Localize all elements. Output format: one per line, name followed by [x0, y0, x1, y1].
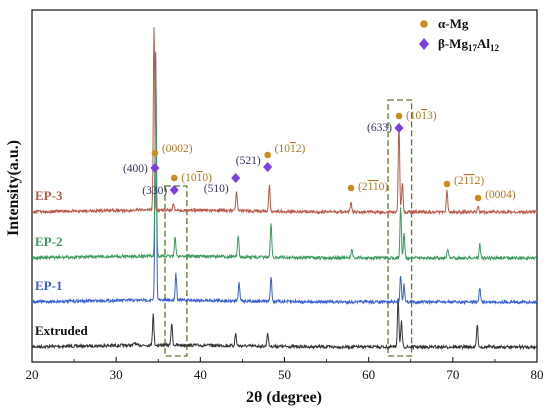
peak-label: (2110)	[358, 181, 388, 193]
peak-label: (400)	[123, 163, 148, 175]
peak-label: (633)	[367, 122, 392, 134]
peak-label: (2112)	[454, 175, 484, 187]
series-line-extruded	[31, 298, 538, 351]
legend-beta-phase-label: β-Mg17Al12	[438, 36, 499, 53]
x-tick-label-50: 50	[278, 367, 291, 382]
series-line-ep-1	[31, 51, 538, 306]
x-tick-label-30: 30	[110, 367, 123, 382]
peak-label: (1013)	[406, 110, 437, 122]
x-tick-label-40: 40	[194, 367, 207, 382]
beta-peak-marker	[394, 123, 404, 133]
legend-alpha-mg-label: α-Mg	[438, 16, 469, 31]
x-tick-label-80: 80	[531, 367, 544, 382]
peak-label: (1012)	[275, 143, 306, 155]
series-line-ep-3	[31, 27, 538, 216]
alpha-peak-marker	[170, 174, 178, 182]
series-layer: Extruded EP-1 EP-2 EP-3	[31, 27, 538, 351]
peak-label: (0002)	[162, 143, 193, 155]
peak-label: (330)	[142, 185, 167, 197]
highlight-boxes	[164, 99, 413, 357]
beta-peak-marker	[231, 173, 241, 183]
peak-label: (0004)	[485, 189, 516, 201]
beta-peak-marker	[169, 185, 179, 195]
peak-label: (510)	[204, 183, 229, 195]
y-axis-title: Intensity(a.u.)	[5, 140, 22, 236]
series-label-ep-3: EP-3	[35, 188, 63, 203]
series-label-extruded: Extruded	[35, 323, 89, 338]
highlight-box	[164, 185, 188, 357]
series-label-ep-2: EP-2	[35, 234, 62, 249]
alpha-peak-marker	[151, 149, 159, 157]
x-tick-label-60: 60	[362, 367, 375, 382]
alpha-peak-marker	[347, 184, 355, 192]
x-axis-title: 2θ (degree)	[246, 389, 322, 406]
x-tick-label-20: 20	[26, 367, 39, 382]
alpha-peak-marker	[395, 112, 403, 120]
peak-marker-layer: (0002) (400) (330) (1010)(510) (521) (1012) (2…	[123, 110, 516, 202]
alpha-peak-marker	[443, 180, 451, 188]
legend-beta-phase-marker	[419, 38, 429, 50]
series-label-ep-1: EP-1	[35, 278, 62, 293]
series-line-ep-2	[31, 65, 538, 262]
legend: α-Mg β-Mg17Al12	[419, 16, 499, 53]
beta-peak-marker	[263, 162, 273, 172]
alpha-peak-marker	[474, 194, 482, 202]
alpha-peak-marker	[264, 151, 271, 159]
peak-label: (1010)	[181, 172, 212, 184]
x-axis-ticks: 20 30 40 50 60 70 80	[26, 357, 544, 382]
beta-peak-marker	[150, 163, 160, 173]
legend-alpha-mg-marker	[420, 20, 428, 28]
highlight-box	[387, 99, 413, 357]
peak-label: (521)	[236, 155, 261, 167]
x-tick-label-70: 70	[446, 367, 459, 382]
